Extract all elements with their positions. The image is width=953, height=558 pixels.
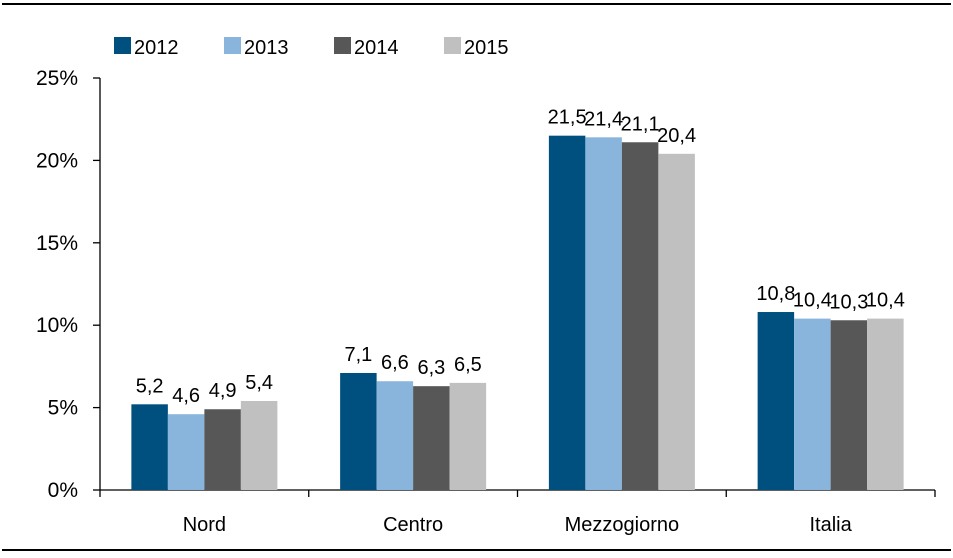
bar [794,318,831,490]
data-label: 4,6 [172,385,200,407]
data-label: 7,1 [344,344,372,366]
legend-swatch [444,37,461,54]
bars [131,135,904,491]
bar [413,386,450,490]
bar [658,153,695,491]
bar [449,382,487,490]
x-axis: Nord Centro Mezzogiorno Italia [99,489,936,536]
data-label: 10,4 [793,290,832,312]
x-tick-label: Nord [183,514,226,536]
legend-swatch [224,37,241,54]
legend-label: 2013 [244,37,289,59]
legend-swatch [334,37,351,54]
bar [585,137,622,490]
bar [548,135,586,490]
bar [830,320,868,490]
x-tick-label: Italia [810,514,853,536]
data-label: 6,5 [454,354,482,376]
data-label: 6,3 [417,357,445,379]
bar [376,381,414,490]
y-tick-label: 0% [48,479,78,502]
legend-label: 2014 [354,37,399,59]
data-label: 10,8 [756,283,795,305]
bar [240,401,278,490]
data-label: 20,4 [657,125,696,147]
data-label: 5,4 [245,372,273,394]
y-tick-label: 10% [36,314,78,337]
bar [131,404,168,490]
data-labels: 5,2 7,1 21,5 10,8 4,6 6,6 21,4 10,4 4,9 6,3 21,1 10… [136,107,905,408]
bar [204,409,241,490]
bar [867,318,904,490]
x-tick-label: Centro [383,514,443,536]
data-label: 21,5 [548,107,587,129]
legend-label: 2012 [134,37,179,59]
bar [167,414,205,490]
bar [621,142,659,490]
data-label: 21,4 [584,108,623,130]
y-tick-label: 25% [36,67,78,90]
data-label: 21,1 [621,113,660,135]
y-tick-label: 20% [36,149,78,172]
bar [340,372,377,490]
legend-label: 2015 [464,37,509,59]
y-tick-label: 5% [48,397,78,420]
data-label: 5,2 [136,375,164,397]
data-label: 4,9 [209,380,237,402]
legend-swatch [114,37,131,54]
y-tick-label: 15% [36,232,78,255]
x-tick-label: Mezzogiorno [565,514,680,536]
data-label: 10,3 [829,291,868,313]
bar [757,312,795,490]
y-axis: 0% 5% 10% 15% 20% 25% [36,67,101,502]
data-label: 6,6 [381,352,409,374]
data-label: 10,4 [866,290,905,312]
legend: 2012 2013 2014 2015 [114,37,509,59]
